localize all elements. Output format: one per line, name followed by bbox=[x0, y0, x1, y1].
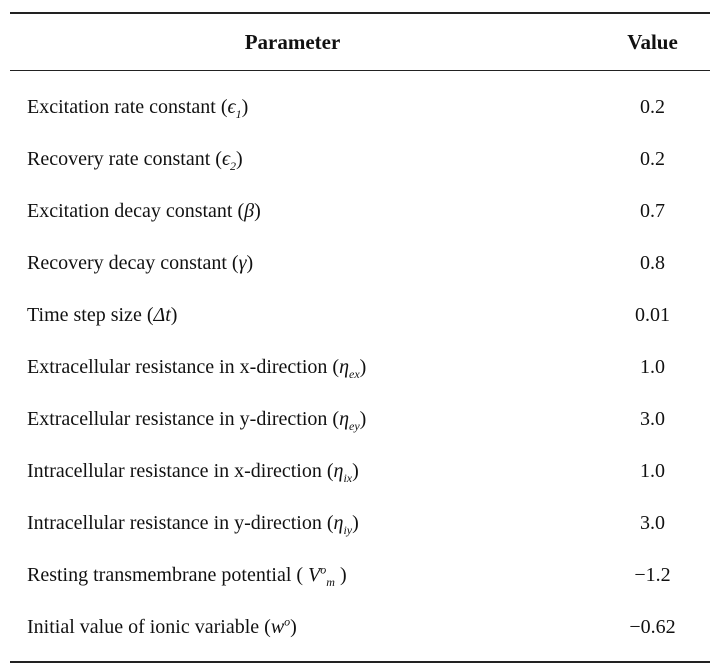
value-cell: 0.2 bbox=[640, 95, 665, 118]
paren-close: ) bbox=[236, 147, 243, 170]
table-top-rule bbox=[10, 12, 710, 14]
value-cell: 1.0 bbox=[640, 355, 665, 378]
parameter-table: Parameter Value Excitation rate constant… bbox=[10, 12, 710, 663]
parameter-cell: Excitation rate constant (ϵ1) bbox=[10, 95, 575, 121]
parameter-label: Resting transmembrane potential bbox=[27, 563, 292, 586]
parameter-label: Excitation rate constant bbox=[27, 95, 216, 118]
symbol-subscript: ix bbox=[343, 470, 353, 485]
parameter-cell: Extracellular resistance in y-direction … bbox=[10, 407, 575, 433]
parameter-symbol: w bbox=[270, 615, 285, 638]
value-cell: 0.01 bbox=[635, 303, 670, 326]
paren-close: ) bbox=[254, 199, 261, 222]
table-header-rule bbox=[10, 70, 710, 71]
symbol-subscript: ex bbox=[349, 366, 360, 381]
symbol-superscript: o bbox=[320, 561, 327, 576]
paren-close: ) bbox=[359, 407, 367, 430]
parameter-label: Extracellular resistance in y-direction bbox=[27, 407, 328, 430]
table-row: Excitation rate constant (ϵ1) 0.2 bbox=[10, 81, 710, 133]
paren-open: ( bbox=[327, 355, 340, 378]
parameter-cell: Recovery rate constant (ϵ2) bbox=[10, 147, 575, 173]
paren-close: ) bbox=[352, 459, 359, 482]
table-row: Recovery rate constant (ϵ2) 0.2 bbox=[10, 133, 710, 185]
paren-open: ( bbox=[327, 407, 340, 430]
parameter-symbol: ϵ bbox=[227, 95, 236, 118]
table-body: Excitation rate constant (ϵ1) 0.2 Recovery… bbox=[10, 71, 710, 661]
symbol-subscript: iy bbox=[343, 522, 353, 537]
paren-open: ( bbox=[141, 303, 154, 326]
parameter-symbol: Δt bbox=[153, 303, 171, 326]
paren-open: ( bbox=[291, 563, 309, 586]
paren-open: ( bbox=[321, 511, 334, 534]
parameter-symbol: ϵ bbox=[221, 147, 230, 170]
paren-close: ) bbox=[246, 251, 254, 274]
table-row: Extracellular resistance in x-direction … bbox=[10, 341, 710, 393]
parameter-label: Initial value of ionic variable bbox=[27, 615, 260, 638]
parameter-cell: Time step size (Δt) bbox=[10, 304, 575, 327]
parameter-cell: Excitation decay constant (β) bbox=[10, 200, 575, 223]
parameter-label: Intracellular resistance in x-direction bbox=[27, 459, 322, 482]
parameter-cell: Intracellular resistance in x-direction … bbox=[10, 459, 575, 485]
parameter-symbol: β bbox=[244, 199, 255, 222]
paren-close: ) bbox=[352, 511, 359, 534]
paren-close: ) bbox=[359, 355, 367, 378]
parameter-cell: Resting transmembrane potential ( Vom ) bbox=[10, 561, 575, 589]
paren-open: ( bbox=[321, 459, 334, 482]
paren-open: ( bbox=[232, 199, 245, 222]
value-cell: 0.8 bbox=[640, 251, 665, 274]
symbol-subscript: 1 bbox=[235, 106, 242, 121]
parameter-symbol: η bbox=[339, 407, 350, 430]
symbol-subscript: m bbox=[326, 574, 335, 589]
value-cell: −0.62 bbox=[629, 615, 676, 638]
parameter-label: Recovery decay constant bbox=[27, 251, 227, 274]
parameter-cell: Extracellular resistance in x-direction … bbox=[10, 355, 575, 381]
symbol-subscript: 2 bbox=[230, 158, 236, 173]
parameter-cell: Intracellular resistance in y-direction … bbox=[10, 511, 575, 537]
value-cell: 1.0 bbox=[640, 459, 665, 482]
value-cell: 3.0 bbox=[640, 511, 665, 534]
value-cell: 0.2 bbox=[640, 147, 665, 170]
paren-close: ) bbox=[241, 95, 249, 118]
parameter-label: Intracellular resistance in y-direction bbox=[27, 511, 322, 534]
table-row: Intracellular resistance in x-direction … bbox=[10, 445, 710, 497]
parameter-cell: Initial value of ionic variable (wo) bbox=[10, 613, 575, 639]
table-row: Time step size (Δt) 0.01 bbox=[10, 289, 710, 341]
parameter-symbol: η bbox=[339, 355, 350, 378]
header-parameter: Parameter bbox=[244, 29, 341, 54]
paren-close: ) bbox=[334, 563, 347, 586]
paren-open: ( bbox=[210, 147, 222, 170]
symbol-subscript: ey bbox=[349, 418, 360, 433]
symbol-superscript: o bbox=[284, 613, 291, 628]
paren-open: ( bbox=[226, 251, 239, 274]
table-row: Intracellular resistance in y-direction … bbox=[10, 497, 710, 549]
value-cell: 3.0 bbox=[640, 407, 665, 430]
paren-open: ( bbox=[259, 615, 271, 638]
parameter-label: Recovery rate constant bbox=[27, 147, 211, 170]
table-row: Excitation decay constant (β) 0.7 bbox=[10, 185, 710, 237]
table-row: Initial value of ionic variable (wo) −0.6… bbox=[10, 601, 710, 653]
parameter-label: Extracellular resistance in x-direction bbox=[27, 355, 328, 378]
paren-open: ( bbox=[215, 95, 228, 118]
parameter-cell: Recovery decay constant (γ) bbox=[10, 252, 575, 275]
parameter-label: Excitation decay constant bbox=[27, 199, 233, 222]
value-cell: 0.7 bbox=[640, 199, 665, 222]
parameter-symbol: η bbox=[333, 511, 344, 534]
parameter-symbol: γ bbox=[238, 251, 247, 274]
parameter-label: Time step size bbox=[27, 303, 142, 326]
paren-close: ) bbox=[290, 615, 297, 638]
paren-close: ) bbox=[170, 303, 178, 326]
header-value: Value bbox=[627, 29, 678, 54]
parameter-symbol: η bbox=[333, 459, 344, 482]
table-header-row: Parameter Value bbox=[10, 14, 710, 70]
value-cell: −1.2 bbox=[634, 563, 671, 586]
table-row: Recovery decay constant (γ) 0.8 bbox=[10, 237, 710, 289]
table-row: Resting transmembrane potential ( Vom ) −… bbox=[10, 549, 710, 601]
table-row: Extracellular resistance in y-direction … bbox=[10, 393, 710, 445]
parameter-symbol: V bbox=[308, 563, 321, 586]
